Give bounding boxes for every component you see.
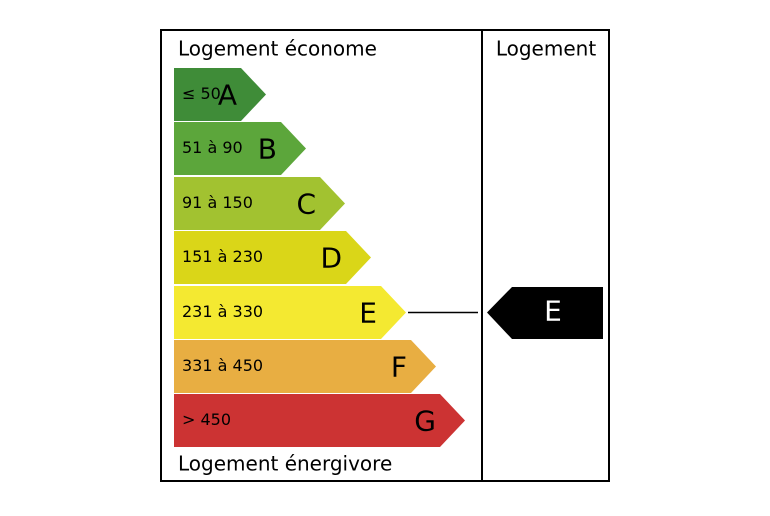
class-range: > 450 [182, 410, 231, 429]
class-letter: F [391, 351, 407, 384]
class-bar [174, 122, 306, 175]
class-bar [174, 394, 465, 447]
right-header: Logement [496, 37, 596, 61]
class-bar [174, 231, 371, 284]
frame [160, 29, 610, 482]
class-bar [174, 286, 406, 339]
class-range: 51 à 90 [182, 138, 243, 157]
rating-arrow [487, 287, 603, 339]
class-bar [174, 340, 436, 393]
class-range: 331 à 450 [182, 356, 263, 375]
class-bar [174, 177, 345, 230]
class-range: ≤ 50 [182, 84, 221, 103]
class-letter: C [296, 188, 316, 221]
class-letter: E [359, 297, 377, 330]
class-bar [174, 68, 266, 121]
class-letter: D [320, 242, 342, 275]
footer: Logement énergivore [178, 452, 392, 476]
left-header: Logement économe [178, 37, 377, 61]
class-letter: B [258, 133, 277, 166]
class-letter: A [218, 79, 237, 112]
class-range: 151 à 230 [182, 247, 263, 266]
class-range: 91 à 150 [182, 193, 253, 212]
rating-letter: E [544, 295, 562, 328]
class-range: 231 à 330 [182, 302, 263, 321]
class-letter: G [414, 405, 436, 438]
